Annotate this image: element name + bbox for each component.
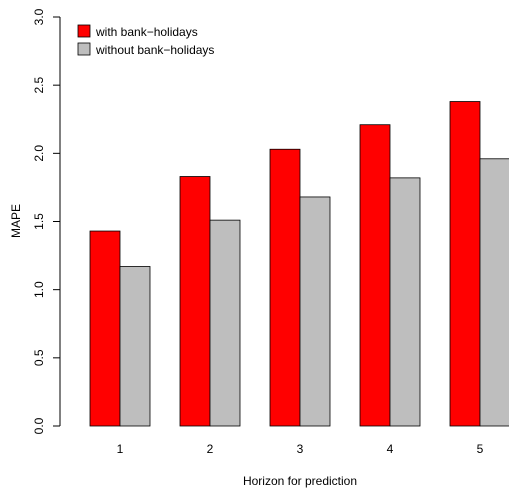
bars [89,101,509,427]
bar-with-bank-holidays-5 [449,101,481,427]
y-ticks: 0.0 0.5 1.0 1.5 2.0 2.5 3.0 [32,8,60,434]
legend-swatch-with-bank-holidays [77,24,91,38]
y-axis-label: MAPE [9,204,23,238]
x-tick-labels: 1 2 3 4 5 [117,442,484,456]
x-tick-label: 3 [297,442,304,456]
legend: with bank−holidays without bank−holidays [77,24,214,57]
bar-with-bank-holidays-1 [89,230,121,427]
y-tick-label: 1.5 [32,213,46,230]
bar-with-bank-holidays-2 [179,176,211,427]
x-tick-label: 1 [117,442,124,456]
bar-without-bank-holidays-2 [209,219,241,427]
bar-with-bank-holidays-3 [269,148,301,427]
y-tick-label: 0.5 [32,349,46,366]
x-tick-label: 4 [387,442,394,456]
y-tick-label: 0.0 [32,417,46,434]
legend-label-with-bank-holidays: with bank−holidays [95,25,198,39]
bar-with-bank-holidays-4 [359,124,391,427]
legend-swatch-without-bank-holidays [77,42,91,56]
x-tick-label: 2 [207,442,214,456]
y-tick-label: 1.0 [32,281,46,298]
bar-without-bank-holidays-3 [299,196,331,427]
bar-without-bank-holidays-5 [479,158,509,427]
x-axis-label: Horizon for prediction [243,474,357,488]
y-tick-label: 2.5 [32,77,46,94]
bar-without-bank-holidays-1 [119,266,151,427]
bar-without-bank-holidays-4 [389,177,421,427]
y-tick-label: 2.0 [32,145,46,162]
x-tick-label: 5 [477,442,484,456]
legend-label-without-bank-holidays: without bank−holidays [95,43,214,57]
y-tick-label: 3.0 [32,8,46,25]
